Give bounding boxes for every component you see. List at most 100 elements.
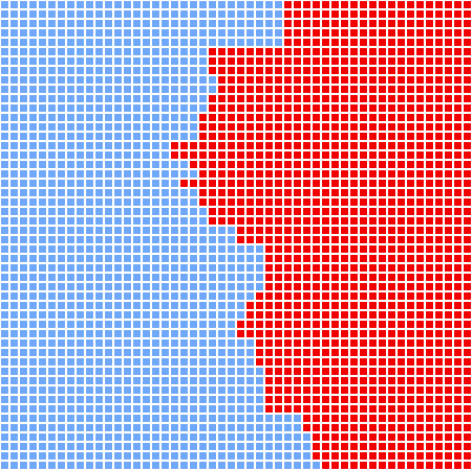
red-cell[interactable] xyxy=(407,95,415,103)
red-cell[interactable] xyxy=(397,226,405,234)
red-cell[interactable] xyxy=(331,160,339,169)
blue-cell[interactable] xyxy=(10,377,18,385)
red-cell[interactable] xyxy=(340,442,349,451)
blue-cell[interactable] xyxy=(208,292,217,300)
red-cell[interactable] xyxy=(274,142,283,150)
red-cell[interactable] xyxy=(350,292,358,300)
red-cell[interactable] xyxy=(454,264,462,272)
blue-cell[interactable] xyxy=(218,38,226,46)
red-cell[interactable] xyxy=(425,386,434,394)
blue-cell[interactable] xyxy=(19,189,28,197)
red-cell[interactable] xyxy=(340,151,349,159)
red-cell[interactable] xyxy=(312,377,320,385)
blue-cell[interactable] xyxy=(246,339,254,347)
red-cell[interactable] xyxy=(284,395,292,404)
red-cell[interactable] xyxy=(388,151,396,159)
blue-cell[interactable] xyxy=(284,414,292,422)
blue-cell[interactable] xyxy=(104,414,113,422)
blue-cell[interactable] xyxy=(95,414,103,422)
blue-cell[interactable] xyxy=(161,38,169,46)
blue-cell[interactable] xyxy=(171,254,179,263)
blue-cell[interactable] xyxy=(48,433,56,441)
blue-cell[interactable] xyxy=(208,264,217,272)
blue-cell[interactable] xyxy=(142,179,150,187)
red-cell[interactable] xyxy=(397,348,405,357)
red-cell[interactable] xyxy=(208,170,217,178)
blue-cell[interactable] xyxy=(123,29,132,37)
red-cell[interactable] xyxy=(303,132,311,140)
blue-cell[interactable] xyxy=(57,1,65,9)
blue-cell[interactable] xyxy=(19,452,28,460)
blue-cell[interactable] xyxy=(133,189,141,197)
red-cell[interactable] xyxy=(227,57,235,65)
blue-cell[interactable] xyxy=(38,254,47,263)
red-cell[interactable] xyxy=(378,189,386,197)
red-cell[interactable] xyxy=(388,254,396,263)
blue-cell[interactable] xyxy=(104,132,113,140)
red-cell[interactable] xyxy=(435,377,443,385)
red-cell[interactable] xyxy=(274,207,283,216)
blue-cell[interactable] xyxy=(171,189,179,197)
blue-cell[interactable] xyxy=(76,29,84,37)
blue-cell[interactable] xyxy=(284,442,292,451)
red-cell[interactable] xyxy=(340,76,349,84)
blue-cell[interactable] xyxy=(10,142,18,150)
red-cell[interactable] xyxy=(246,189,254,197)
red-cell[interactable] xyxy=(435,348,443,357)
red-cell[interactable] xyxy=(388,76,396,84)
red-cell[interactable] xyxy=(322,414,330,422)
blue-cell[interactable] xyxy=(246,19,254,28)
blue-cell[interactable] xyxy=(1,311,9,319)
blue-cell[interactable] xyxy=(123,123,132,131)
red-cell[interactable] xyxy=(340,283,349,291)
red-cell[interactable] xyxy=(237,179,245,187)
blue-cell[interactable] xyxy=(208,358,217,366)
red-cell[interactable] xyxy=(265,348,273,357)
blue-cell[interactable] xyxy=(180,19,188,28)
red-cell[interactable] xyxy=(444,273,453,281)
blue-cell[interactable] xyxy=(180,66,188,75)
blue-cell[interactable] xyxy=(57,264,65,272)
blue-cell[interactable] xyxy=(142,95,150,103)
red-cell[interactable] xyxy=(388,1,396,9)
red-cell[interactable] xyxy=(293,10,301,18)
blue-cell[interactable] xyxy=(142,452,150,460)
blue-cell[interactable] xyxy=(208,386,217,394)
red-cell[interactable] xyxy=(425,151,434,159)
red-cell[interactable] xyxy=(454,151,462,159)
blue-cell[interactable] xyxy=(10,1,18,9)
red-cell[interactable] xyxy=(237,95,245,103)
blue-cell[interactable] xyxy=(86,66,94,75)
red-cell[interactable] xyxy=(435,414,443,422)
blue-cell[interactable] xyxy=(38,170,47,178)
red-cell[interactable] xyxy=(312,66,320,75)
blue-cell[interactable] xyxy=(57,179,65,187)
blue-cell[interactable] xyxy=(38,85,47,93)
blue-cell[interactable] xyxy=(29,151,37,159)
blue-cell[interactable] xyxy=(180,273,188,281)
blue-cell[interactable] xyxy=(1,10,9,18)
blue-cell[interactable] xyxy=(189,245,198,253)
blue-cell[interactable] xyxy=(237,414,245,422)
blue-cell[interactable] xyxy=(104,160,113,169)
red-cell[interactable] xyxy=(303,217,311,225)
blue-cell[interactable] xyxy=(303,452,311,460)
blue-cell[interactable] xyxy=(237,339,245,347)
blue-cell[interactable] xyxy=(86,452,94,460)
blue-cell[interactable] xyxy=(57,395,65,404)
blue-cell[interactable] xyxy=(199,339,207,347)
red-cell[interactable] xyxy=(425,85,434,93)
blue-cell[interactable] xyxy=(57,10,65,18)
blue-cell[interactable] xyxy=(104,264,113,272)
blue-cell[interactable] xyxy=(57,442,65,451)
blue-cell[interactable] xyxy=(123,95,132,103)
red-cell[interactable] xyxy=(463,386,471,394)
red-cell[interactable] xyxy=(454,226,462,234)
blue-cell[interactable] xyxy=(104,123,113,131)
red-cell[interactable] xyxy=(284,151,292,159)
red-cell[interactable] xyxy=(454,320,462,328)
blue-cell[interactable] xyxy=(180,76,188,84)
red-cell[interactable] xyxy=(444,132,453,140)
red-cell[interactable] xyxy=(274,386,283,394)
red-cell[interactable] xyxy=(274,160,283,169)
